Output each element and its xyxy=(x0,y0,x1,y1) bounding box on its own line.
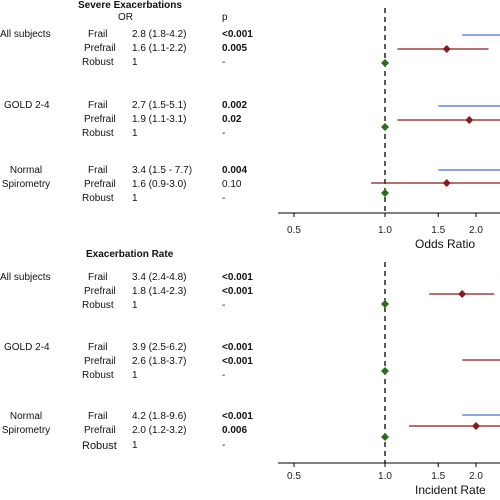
p2-g1-row1-label: Frail xyxy=(88,272,108,283)
panel1-header-or: OR xyxy=(118,12,133,23)
p2-g2-row2-p: <0.001 xyxy=(222,356,253,367)
p1-group3-name-line2: Spirometry xyxy=(1,179,51,190)
p1-x-axis-label: Odds Ratio xyxy=(415,237,475,251)
p1-g2-row3-label: Robust xyxy=(82,128,114,139)
p1-g2-row2-label: Prefrail xyxy=(84,114,116,125)
p2-group1-name: All subjects xyxy=(0,272,51,283)
p1-g2-row3-value: 1 xyxy=(132,128,138,139)
p1-g3-robust-estimate-marker xyxy=(381,189,389,197)
p1-g3-row2-label: Prefrail xyxy=(84,179,116,190)
p1-g3-row1-value: 3.4 (1.5 - 7.7) xyxy=(132,165,193,176)
p1-g3-row3-value: 1 xyxy=(132,193,138,204)
p1-g1-prefrail-estimate-marker xyxy=(442,45,451,53)
p2-g1-row2-label: Prefrail xyxy=(84,286,116,297)
p1-g3-row2-p: 0.10 xyxy=(222,179,242,190)
p1-tick-label-1: 1.0 xyxy=(378,225,392,236)
p1-tick-label-0: 0.5 xyxy=(287,225,301,236)
p2-g2-row1-p: <0.001 xyxy=(222,342,253,353)
p1-g1-row1-label: Frail xyxy=(88,29,108,40)
p2-g1-row3-p: - xyxy=(222,300,226,311)
p1-g2-robust-estimate-marker xyxy=(381,123,389,131)
p2-group3-name-line2: Spirometry xyxy=(1,425,51,436)
p1-group3-name-line1: Normal xyxy=(9,165,43,176)
p1-g1-row3-p: - xyxy=(222,57,226,68)
p1-g2-row2-p: 0.02 xyxy=(222,114,242,125)
p2-g2-row2-label: Prefrail xyxy=(84,356,116,367)
p2-g1-robust-estimate-marker xyxy=(381,300,389,308)
p2-g2-row3-label: Robust xyxy=(82,370,114,381)
p2-x-axis-label: Incident Rate xyxy=(415,483,486,497)
p1-g1-row1-p: <0.001 xyxy=(222,29,253,40)
p2-g2-row3-value: 1 xyxy=(132,370,138,381)
p1-g2-row1-value: 2.7 (1.5-5.1) xyxy=(132,100,187,111)
p2-tick-label-2: 1.5 xyxy=(431,471,445,482)
p1-g3-row3-p: - xyxy=(222,193,226,204)
p2-g3-row3-label: Robust xyxy=(82,440,117,452)
p1-g1-row3-value: 1 xyxy=(132,57,138,68)
p2-g1-prefrail-estimate-marker xyxy=(458,290,467,298)
p2-g3-row1-p: <0.001 xyxy=(222,411,253,422)
p2-g1-row1-p: <0.001 xyxy=(222,272,253,283)
p1-g3-row3-label: Robust xyxy=(82,193,114,204)
p1-g1-row3-label: Robust xyxy=(82,57,114,68)
p2-g1-row2-value: 1.8 (1.4-2.3) xyxy=(132,286,187,297)
p2-g1-row1-value: 3.4 (2.4-4.8) xyxy=(132,272,187,283)
p2-g3-row2-value: 2.0 (1.2-3.2) xyxy=(132,425,187,436)
p2-g3-prefrail-estimate-marker xyxy=(472,422,480,430)
p1-g3-row2-value: 1.6 (0.9-3.0) xyxy=(132,179,187,190)
p1-g2-prefrail-estimate-marker xyxy=(465,116,474,124)
p2-g1-row2-p: <0.001 xyxy=(222,286,253,297)
p1-group1-name: All subjects xyxy=(0,29,51,40)
p2-g2-row1-value: 3.9 (2.5-6.2) xyxy=(132,342,187,353)
panel2-title: Exacerbation Rate xyxy=(86,249,174,260)
p1-g3-row1-p: 0.004 xyxy=(222,165,248,176)
p2-g3-row2-label: Prefrail xyxy=(84,425,116,436)
p1-g1-row1-value: 2.8 (1.8-4.2) xyxy=(132,29,187,40)
p1-g3-row1-label: Frail xyxy=(88,165,108,176)
p1-g1-row2-value: 1.6 (1.1-2.2) xyxy=(132,43,187,54)
p1-g2-row1-p: 0.002 xyxy=(222,100,248,111)
p1-g2-row2-value: 1.9 (1.1-3.1) xyxy=(132,114,187,125)
panel1-title: Severe Exacerbations xyxy=(78,0,182,11)
p1-g2-row3-p: - xyxy=(222,128,226,139)
p2-g3-row3-value: 1 xyxy=(132,440,138,451)
p1-g2-row1-label: Frail xyxy=(88,100,108,111)
p1-g1-row2-p: 0.005 xyxy=(222,43,248,54)
p2-g3-row1-label: Frail xyxy=(88,411,108,422)
p1-g3-prefrail-estimate-marker xyxy=(442,179,451,187)
p2-group2-name: GOLD 2-4 xyxy=(4,342,50,353)
p1-g1-row2-label: Prefrail xyxy=(84,43,116,54)
p2-g3-robust-estimate-marker xyxy=(381,433,389,441)
p1-group2-name: GOLD 2-4 xyxy=(4,100,50,111)
p2-g1-row3-value: 1 xyxy=(132,300,138,311)
p1-tick-label-2: 1.5 xyxy=(431,225,445,236)
p2-g3-row2-p: 0.006 xyxy=(222,425,248,436)
p2-g2-robust-estimate-marker xyxy=(381,367,389,375)
p2-tick-label-0: 0.5 xyxy=(287,471,301,482)
p2-g2-row2-value: 2.6 (1.8-3.7) xyxy=(132,356,187,367)
p2-g2-row1-label: Frail xyxy=(88,342,108,353)
panel1-header-p: p xyxy=(222,12,228,23)
p2-group3-name-line1: Normal xyxy=(9,411,43,422)
p2-g3-row3-p: - xyxy=(222,440,226,451)
p2-tick-label-3: 2.0 xyxy=(469,471,483,482)
p2-g3-row1-value: 4.2 (1.8-9.6) xyxy=(132,411,187,422)
p1-g1-robust-estimate-marker xyxy=(381,59,389,67)
p1-tick-label-3: 2.0 xyxy=(469,225,483,236)
p2-g1-row3-label: Robust xyxy=(82,300,114,311)
p2-g2-row3-p: - xyxy=(222,370,226,381)
p2-tick-label-1: 1.0 xyxy=(378,471,392,482)
